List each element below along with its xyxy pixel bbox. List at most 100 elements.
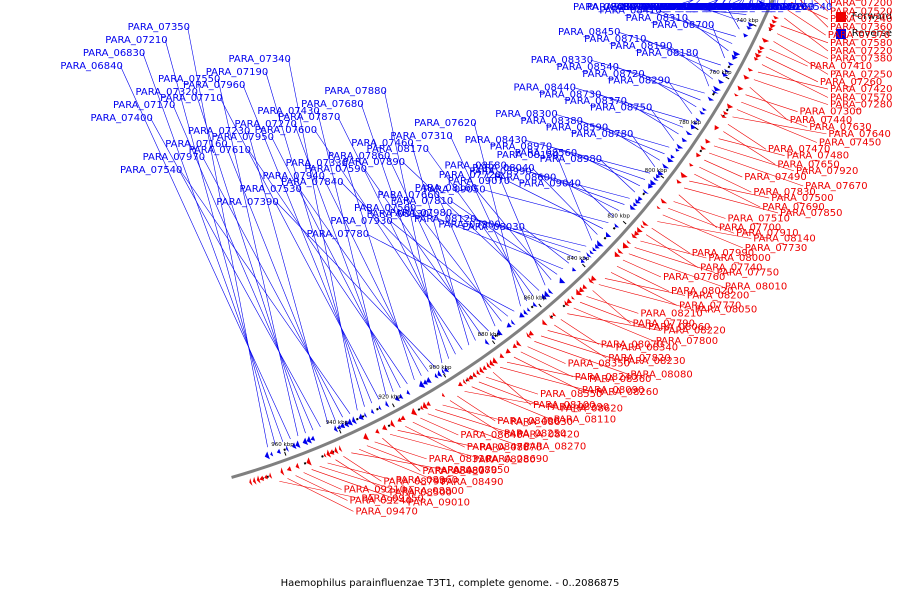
forward-gene-arrow (441, 392, 446, 398)
reverse-gene-label: PARA_09340 (660, 2, 722, 13)
reverse-gene-arrow (597, 240, 604, 247)
reverse-leader-line (402, 161, 540, 291)
forward-gene-arrow (334, 446, 339, 454)
feature-marker (530, 305, 534, 309)
forward-leader-line (662, 214, 743, 249)
forward-gene-label: PARA_07420 (830, 84, 892, 95)
forward-leader-line (527, 346, 566, 364)
reverse-gene-label: PARA_07600 (255, 125, 317, 136)
reverse-gene-arrow (527, 307, 531, 312)
forward-gene-arrow (622, 242, 630, 249)
forward-gene-arrow (499, 353, 505, 359)
reverse-gene-arrow (519, 312, 525, 318)
forward-gene-arrow (734, 93, 739, 97)
forward-leader-line (442, 404, 509, 423)
reverse-gene-arrow (292, 442, 297, 450)
reverse-leader-line (504, 165, 630, 199)
tick-mark (391, 403, 395, 408)
forward-gene-label: PARA_08770 (435, 466, 497, 477)
reverse-leader-line (507, 180, 604, 229)
reverse-gene-arrow (584, 255, 588, 260)
forward-gene-label: PARA_07510 (728, 214, 790, 225)
reverse-gene-arrow (338, 424, 342, 430)
forward-leader-line (790, 1, 829, 20)
reverse-gene-arrow (276, 448, 281, 454)
reverse-gene-label: PARA_07890 (343, 157, 405, 168)
forward-gene-label: PARA_09240 (350, 495, 412, 506)
reverse-gene-label: PARA_07340 (228, 54, 290, 65)
forward-leader-line (813, 0, 829, 12)
tick-label: 860 kbp (524, 295, 547, 301)
forward-leader-line (668, 207, 735, 234)
feature-marker (712, 92, 715, 96)
reverse-gene-arrow (718, 79, 725, 84)
reverse-leader-line (337, 116, 456, 355)
forward-leader-line (586, 296, 639, 314)
reverse-leader-line (265, 71, 365, 407)
forward-gene-arrow (363, 432, 370, 441)
tick-mark (284, 451, 287, 456)
reverse-gene-label: PARA_09260 (752, 2, 814, 13)
forward-gene-label: PARA_07250 (830, 69, 892, 80)
forward-leader-line (579, 301, 647, 328)
reverse-gene-label: PARA_09540 (770, 2, 832, 13)
reverse-gene-arrow (423, 379, 429, 385)
forward-leader-line (540, 335, 622, 362)
forward-leader-line (287, 478, 354, 512)
forward-gene-arrow (754, 52, 762, 58)
forward-gene-label: PARA_07450 (819, 138, 881, 149)
forward-gene-label: PARA_08690 (486, 454, 548, 465)
reverse-leader-line (726, 6, 740, 30)
reverse-gene-arrow (637, 196, 643, 202)
forward-gene-label: PARA_08250 (504, 429, 566, 440)
reverse-gene-arrow (699, 110, 706, 115)
reverse-gene-label: PARA_07860 (328, 151, 390, 162)
genome-backbone (231, 0, 775, 479)
reverse-leader-line (763, 0, 765, 8)
forward-gene-label: PARA_07490 (744, 172, 806, 183)
reverse-gene-arrow (670, 154, 675, 159)
reverse-gene-label: PARA_07900 (438, 220, 500, 231)
reverse-leader-line (411, 142, 470, 346)
reverse-gene-arrow (544, 290, 551, 297)
reverse-gene-arrow (653, 176, 659, 181)
reverse-gene-label: PARA_09230 (681, 2, 743, 13)
reverse-leader-line (387, 155, 476, 341)
forward-gene-label: PARA_07360 (830, 22, 892, 33)
forward-leader-line (634, 247, 715, 273)
forward-gene-label: PARA_07760 (663, 272, 725, 283)
reverse-gene-label: PARA_08120 (414, 214, 476, 225)
forward-leader-line (382, 437, 421, 472)
reverse-gene-arrow (306, 436, 312, 444)
forward-leader-line (567, 313, 662, 332)
tick-mark (752, 23, 757, 27)
forward-gene-arrow (466, 377, 470, 382)
reverse-gene-label: PARA_07390 (216, 197, 278, 208)
forward-gene-label: PARA_07770 (679, 300, 741, 311)
forward-gene-arrow (422, 401, 429, 410)
reverse-leader-line (473, 122, 521, 307)
reverse-gene-label: PARA_07170 (113, 100, 175, 111)
reverse-gene-label: PARA_08160 (415, 183, 477, 194)
reverse-leader-line (449, 212, 587, 247)
forward-gene-arrow (700, 145, 707, 150)
reverse-gene-label: PARA_09310 (677, 2, 739, 13)
reverse-gene-arrow (650, 179, 657, 186)
reverse-leader-line (474, 218, 581, 253)
tick-mark (622, 220, 627, 225)
reverse-gene-label: PARA_07950 (212, 132, 274, 143)
reverse-gene-arrow (395, 395, 401, 402)
legend-forward: Forward (835, 8, 892, 25)
reverse-gene-label: PARA_09050 (423, 185, 485, 196)
forward-gene-arrow (720, 113, 727, 118)
reverse-gene-arrow (419, 380, 426, 388)
forward-gene-arrow (771, 19, 778, 24)
reverse-gene-label: PARA_09280 (736, 2, 798, 13)
tick-label: 940 kbp (326, 420, 349, 426)
reverse-leader-line (202, 156, 343, 418)
forward-leader-line (683, 187, 779, 214)
forward-leader-line (303, 472, 342, 490)
tick-mark (538, 303, 542, 308)
reverse-gene-arrow (728, 61, 734, 66)
forward-gene-arrow (579, 286, 585, 293)
